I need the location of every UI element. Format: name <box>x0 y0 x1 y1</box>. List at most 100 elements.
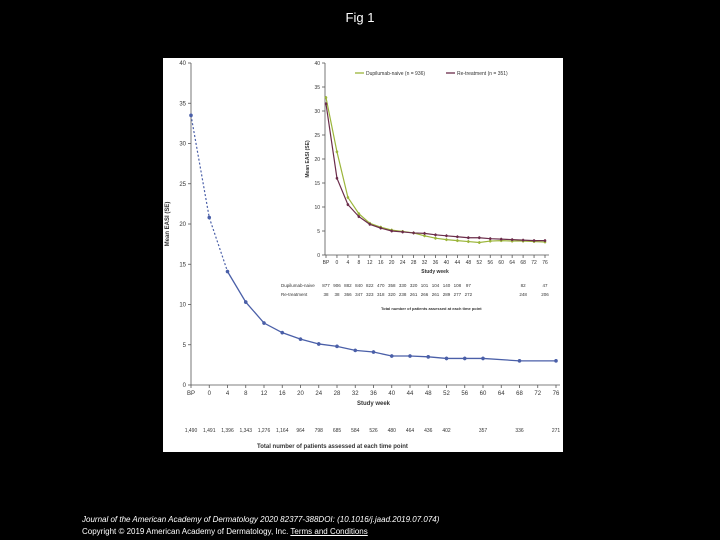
main-data-point <box>426 355 431 359</box>
main-count-value: 480 <box>388 428 397 434</box>
inset-data-point <box>510 238 514 241</box>
main-x-tick-label: 68 <box>516 391 523 397</box>
inset-x-tick-label: 72 <box>531 260 537 266</box>
inset-data-point <box>543 239 547 242</box>
main-y-tick-label: 30 <box>179 142 186 148</box>
inset-data-point <box>357 215 361 218</box>
main-count-value: 436 <box>424 428 433 434</box>
main-x-axis-label: Study week <box>357 401 391 407</box>
inset-y-axis-label: Mean EASI (SE) <box>305 140 311 178</box>
main-count-value: 464 <box>406 428 415 434</box>
inset-x-tick-label: 28 <box>411 260 417 266</box>
main-x-tick-label: 20 <box>297 391 304 397</box>
inset-x-tick-label: 4 <box>347 260 350 266</box>
inset-x-tick-label: BP <box>323 260 330 266</box>
inset-x-tick-label: 8 <box>357 260 360 266</box>
caption-copyright: Copyright © 2019 American Academy of Der… <box>82 527 289 536</box>
inset-data-point <box>423 232 426 235</box>
inset-data-point <box>324 96 328 99</box>
inset-data-point <box>357 212 361 216</box>
main-data-point <box>225 269 230 274</box>
inset-count-value: 877 <box>322 283 330 288</box>
main-data-point <box>316 342 321 346</box>
main-count-value: 685 <box>333 428 342 434</box>
main-y-tick-label: 0 <box>183 383 187 389</box>
inset-y-tick-label: 25 <box>314 133 320 139</box>
inset-data-point <box>346 203 350 206</box>
inset-x-tick-label: 64 <box>509 260 515 266</box>
inset-data-point <box>434 236 437 240</box>
inset-legend-label: Re-treatment (n = 351) <box>457 71 508 77</box>
inset-count-value: 906 <box>333 283 341 288</box>
main-count-value: 1,396 <box>221 428 234 434</box>
main-count-value: 1,276 <box>258 428 271 434</box>
inset-y-tick-label: 30 <box>314 109 320 115</box>
figure-title: Fig 1 <box>345 10 375 25</box>
inset-x-tick-label: 44 <box>455 260 461 266</box>
inset-data-point <box>390 229 393 233</box>
main-x-tick-label: 60 <box>480 391 487 397</box>
inset-y-tick-label: 20 <box>314 157 320 163</box>
main-data-point <box>371 350 376 354</box>
main-x-tick-label: 0 <box>208 391 212 397</box>
inset-data-point <box>499 237 503 241</box>
main-x-tick-label: 56 <box>461 391 468 397</box>
main-data-point <box>408 354 412 358</box>
inset-count-value: 882 <box>344 283 352 288</box>
inset-data-point <box>445 234 448 238</box>
inset-data-point <box>335 176 339 180</box>
main-y-tick-label: 10 <box>179 303 186 309</box>
main-y-tick-label: 25 <box>179 182 186 188</box>
main-count-value: 1,343 <box>239 428 252 434</box>
inset-y-tick-label: 15 <box>314 181 320 187</box>
inset-x-tick-label: 68 <box>520 260 526 266</box>
inset-count-value: 238 <box>399 292 407 297</box>
inset-series-line-2 <box>325 103 545 242</box>
inset-x-tick-label: 16 <box>378 260 384 266</box>
inset-data-point <box>488 239 492 243</box>
figure-panel: 0 5 10 15 20 25 30 35 40 BP 0 4 8 12 16 20 24 28 32 36 40 44 4… <box>163 58 563 452</box>
inset-count-value: 330 <box>399 283 407 288</box>
inset-data-point <box>346 196 350 199</box>
inset-counts-title: Total number of patients assessed at eac… <box>381 306 482 311</box>
inset-count-row-label: Re-treatment <box>281 292 308 297</box>
main-data-point <box>481 356 485 361</box>
inset-count-value: 261 <box>410 292 418 297</box>
main-data-point <box>554 359 558 363</box>
main-counts-title: Total number of patients assessed at eac… <box>257 444 408 450</box>
main-x-tick-label: 40 <box>388 391 395 397</box>
inset-count-value: 261 <box>432 292 440 297</box>
inset-x-tick-label: 56 <box>487 260 493 266</box>
inset-data-point <box>478 236 481 240</box>
inset-count-value: 140 <box>443 283 451 288</box>
main-count-value: 964 <box>296 428 305 434</box>
inset-count-value: 97 <box>466 283 472 288</box>
inset-count-value: 108 <box>454 283 462 288</box>
main-count-value: 798 <box>315 428 324 434</box>
terms-link[interactable]: Terms and Conditions <box>290 527 368 536</box>
inset-count-value: 248 <box>519 292 527 297</box>
inset-count-value: 323 <box>366 292 374 297</box>
inset-count-row-label: Dupilumab-naive <box>281 283 315 288</box>
inset-x-tick-label: 12 <box>367 260 373 266</box>
inset-data-point <box>379 226 383 230</box>
main-data-point <box>335 344 339 349</box>
inset-count-value: 358 <box>388 283 396 288</box>
inset-count-value: 82 <box>521 283 527 288</box>
inset-data-point <box>467 236 470 240</box>
inset-count-value: 272 <box>465 292 473 297</box>
inset-x-tick-label: 48 <box>466 260 472 266</box>
main-x-tick-label: 4 <box>226 391 230 397</box>
main-x-tick-label: 16 <box>279 391 286 397</box>
inset-data-point <box>521 238 525 242</box>
inset-y-tick-label: 40 <box>314 61 320 67</box>
main-count-value: 336 <box>515 428 524 434</box>
caption-journal: Journal of the American Academy of Derma… <box>82 515 440 524</box>
inset-x-tick-label: 20 <box>389 260 395 266</box>
main-y-axis-label: Mean EASI (SE) <box>165 202 171 247</box>
inset-data-point <box>324 102 328 106</box>
main-count-value: 271 <box>552 428 561 434</box>
main-y-tick-label: 40 <box>179 61 186 67</box>
